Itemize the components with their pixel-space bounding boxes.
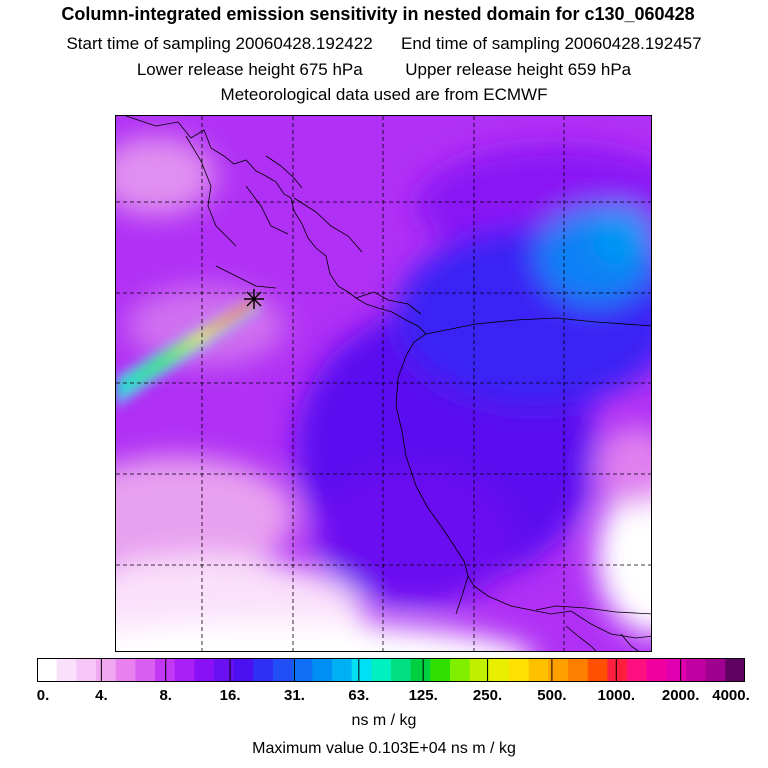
sensitivity-map <box>115 115 652 652</box>
coastlines <box>125 116 651 651</box>
lower-release-height: Lower release height 675 hPa <box>136 60 363 79</box>
end-time-label: End time of sampling 20060428.192457 <box>401 34 702 53</box>
color-scale-tick-label: 16. <box>219 687 241 704</box>
color-scale-cell <box>627 658 648 682</box>
color-scale-cell <box>725 658 745 682</box>
color-scale-cell <box>391 658 412 682</box>
color-scale-cell <box>568 658 589 682</box>
field-contours <box>116 136 651 651</box>
color-scale-tick-label: 2000. <box>661 687 700 704</box>
map-svg <box>116 116 651 651</box>
color-scale-tick-label: 63. <box>348 687 370 704</box>
upper-release-height: Upper release height 659 hPa <box>405 60 632 79</box>
met-data-note: Meteorological data used are from ECMWF <box>220 85 548 104</box>
color-scale-cell <box>37 658 58 682</box>
start-time-label: Start time of sampling 20060428.192422 <box>66 34 373 53</box>
color-scale-tick-label: 31. <box>284 687 305 704</box>
color-scale-tick-label: 4000. <box>712 687 750 704</box>
color-scale-cell <box>705 658 726 682</box>
color-scale-cell <box>410 658 431 682</box>
emission-plume <box>116 296 261 406</box>
color-scale-cell <box>686 658 707 682</box>
color-scale-cell <box>607 658 628 682</box>
color-scale-cell <box>155 658 176 682</box>
color-scale-cell <box>332 658 353 682</box>
color-scale-cell <box>56 658 77 682</box>
color-scale-cell <box>312 658 333 682</box>
color-scale-cell <box>371 658 392 682</box>
sampling-times: Start time of sampling 20060428.192422 E… <box>0 34 768 54</box>
color-scale-cell <box>194 658 215 682</box>
color-scale-tick-label: 1000. <box>597 687 636 704</box>
color-scale-cell <box>273 658 294 682</box>
color-scale-cell <box>489 658 510 682</box>
plot-title: Column-integrated emission sensitivity i… <box>61 4 695 24</box>
color-scale-cell <box>666 658 687 682</box>
color-scale-tick-label: 125. <box>408 687 438 704</box>
color-scale-cell <box>214 658 235 682</box>
color-scale-cell <box>587 658 608 682</box>
max-value-label: Maximum value 0.103E+04 ns m / kg <box>252 740 516 757</box>
color-scale-tick-label: 250. <box>472 687 503 704</box>
lat-lon-grid <box>116 116 651 651</box>
color-scale-cell <box>646 658 667 682</box>
color-scale-bar <box>37 658 745 682</box>
color-scale-cell <box>115 658 136 682</box>
color-scale-cell <box>548 658 569 682</box>
color-scale-cell <box>351 658 372 682</box>
color-scale-cell <box>450 658 471 682</box>
color-scale-cell <box>292 658 313 682</box>
color-scale-cell <box>135 658 156 682</box>
release-point-star <box>244 289 264 309</box>
color-scale-cell <box>528 658 549 682</box>
color-scale-cell <box>174 658 195 682</box>
color-scale-cell <box>76 658 97 682</box>
color-scale-tick-label: 8. <box>159 687 172 704</box>
color-scale-cell <box>233 658 254 682</box>
release-heights: Lower release height 675 hPa Upper relea… <box>0 60 768 80</box>
color-scale-tick-label: 0. <box>36 687 50 704</box>
color-scale-cell <box>253 658 274 682</box>
color-scale-cell <box>430 658 451 682</box>
color-scale-tick-label: 4. <box>95 687 108 704</box>
color-scale-tick-label: 500. <box>537 687 567 704</box>
color-scale-cell <box>509 658 530 682</box>
color-scale-cell <box>96 658 117 682</box>
units-label: ns m / kg <box>351 712 417 729</box>
color-scale-cell <box>469 658 490 682</box>
